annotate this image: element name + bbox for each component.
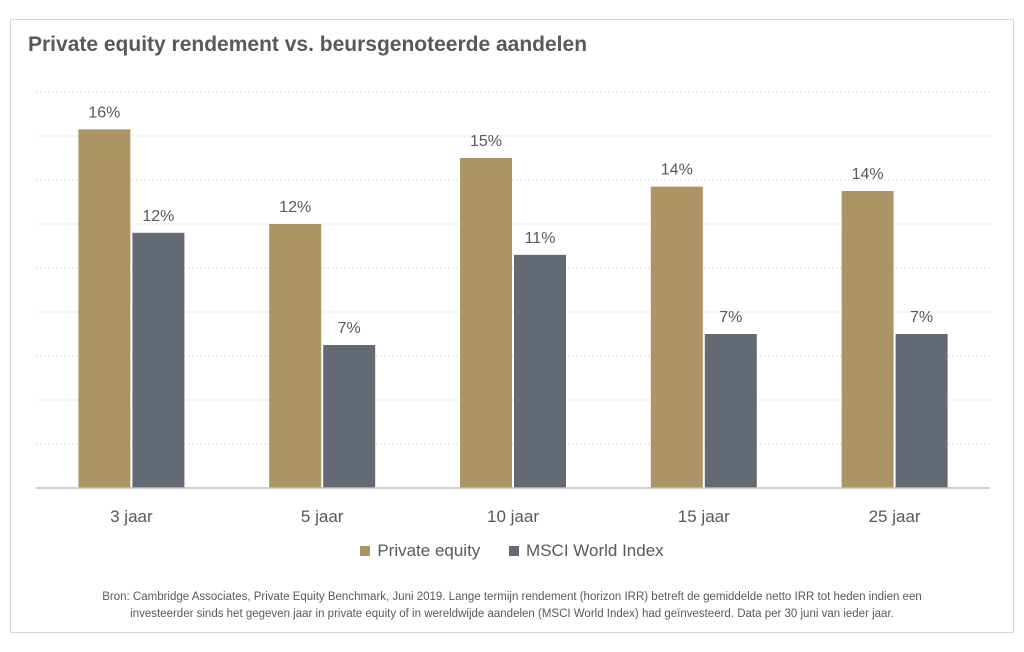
data-label-private-equity-10-jaar: 15% <box>470 133 502 150</box>
gridlines <box>36 91 990 445</box>
data-labels: 16% 12% 12% 7% 15% 11% 14% 7% 14% 7% <box>88 104 933 337</box>
data-label-msci-15-jaar: 7% <box>719 309 742 326</box>
x-tick-label: 15 jaar <box>678 507 730 526</box>
bar-msci-10-jaar <box>514 254 566 488</box>
data-label-private-equity-3-jaar: 16% <box>88 104 120 121</box>
data-label-msci-3-jaar: 12% <box>142 208 174 225</box>
source-footnote: Bron: Cambridge Associates, Private Equi… <box>24 589 1000 623</box>
x-axis: 3 jaar 5 jaar 10 jaar 15 jaar 25 jaar <box>36 487 990 526</box>
bar-msci-25-jaar <box>895 334 948 488</box>
x-tick-label: 25 jaar <box>869 507 921 526</box>
footnote-line-1: Bron: Cambridge Associates, Private Equi… <box>102 591 922 603</box>
bar-private-equity-5-jaar <box>269 224 322 488</box>
legend-swatch-private-equity <box>360 546 371 556</box>
footnote-line-2: investeerder sinds het gegeven jaar in p… <box>130 608 894 620</box>
data-label-msci-25-jaar: 7% <box>910 309 933 326</box>
legend-item-msci: MSCI World Index <box>509 541 664 561</box>
x-tick-label: 5 jaar <box>301 507 344 526</box>
data-label-private-equity-5-jaar: 12% <box>279 199 311 216</box>
data-label-private-equity-25-jaar: 14% <box>852 166 884 183</box>
legend: Private equity MSCI World Index <box>0 541 1024 561</box>
legend-item-private-equity: Private equity <box>360 541 480 561</box>
bar-private-equity-3-jaar <box>78 129 131 488</box>
bar-msci-3-jaar <box>132 232 185 488</box>
bar-private-equity-10-jaar <box>460 158 512 488</box>
x-tick-label: 3 jaar <box>110 507 153 526</box>
bars <box>78 129 948 488</box>
data-label-msci-10-jaar: 11% <box>525 230 556 247</box>
bar-msci-15-jaar <box>704 334 757 488</box>
legend-label-private-equity: Private equity <box>377 541 481 560</box>
bar-private-equity-25-jaar <box>841 191 894 488</box>
bar-private-equity-15-jaar <box>650 186 703 488</box>
chart-title: Private equity rendement vs. beursgenote… <box>28 33 588 56</box>
x-tick-label: 10 jaar <box>487 507 539 526</box>
data-label-msci-5-jaar: 7% <box>338 320 361 337</box>
legend-label-msci: MSCI World Index <box>526 541 664 560</box>
data-label-private-equity-15-jaar: 14% <box>661 162 693 179</box>
legend-swatch-msci <box>509 546 520 556</box>
bar-msci-5-jaar <box>323 345 376 488</box>
